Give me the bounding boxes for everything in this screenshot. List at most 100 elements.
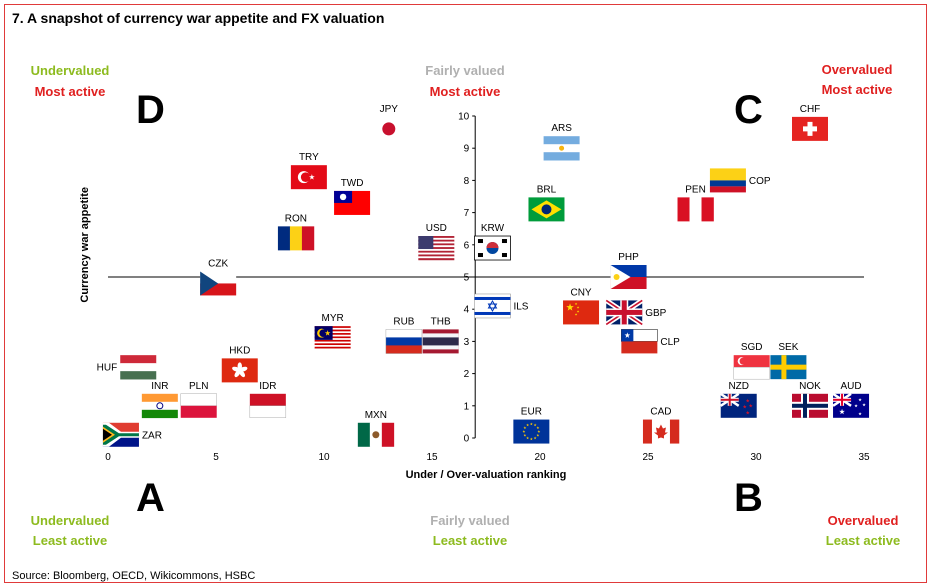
flag-rub: [385, 329, 423, 354]
y-tick-label: 0: [464, 434, 470, 445]
quadrant-d-letter: D: [136, 88, 165, 132]
label-nok: NOK: [799, 381, 821, 392]
quadrant-a-valuation: Undervalued: [30, 513, 110, 528]
label-pen: PEN: [685, 184, 706, 195]
flag-pln: [180, 393, 217, 418]
flag-php: [610, 265, 647, 289]
flag-jpy: [370, 116, 407, 141]
flag-myr: [314, 326, 351, 351]
label-myr: MYR: [322, 313, 344, 324]
label-brl: BRL: [537, 184, 557, 195]
label-nzd: NZD: [728, 381, 749, 392]
flag-zar: [102, 422, 139, 447]
flag-nok: [792, 393, 828, 418]
label-czk: CZK: [208, 258, 228, 269]
quadrant-top-mid-valuation: Fairly valued: [425, 63, 505, 78]
label-inr: INR: [151, 381, 168, 392]
flag-chf: [792, 116, 828, 141]
x-tick-label: 0: [105, 452, 111, 463]
flag-idr: [249, 393, 287, 418]
x-tick-label: 35: [858, 452, 870, 463]
x-axis-label: Under / Over-valuation ranking: [406, 469, 567, 481]
label-zar: ZAR: [142, 430, 162, 441]
flag-huf: [120, 355, 157, 380]
y-tick-label: 9: [464, 144, 470, 155]
label-aud: AUD: [840, 381, 861, 392]
quadrant-d-activity: Most active: [34, 84, 106, 99]
label-cop: COP: [749, 176, 771, 187]
flag-czk: [200, 271, 237, 296]
quadrant-bottom-mid-valuation: Fairly valued: [430, 513, 510, 528]
x-tick-label: 20: [534, 452, 546, 463]
label-ars: ARS: [551, 123, 572, 134]
x-tick-label: 15: [426, 452, 438, 463]
chart-title: 7. A snapshot of currency war appetite a…: [12, 10, 385, 26]
quadrant-c-valuation: Overvalued: [821, 62, 893, 77]
label-jpy: JPY: [380, 104, 399, 115]
flag-cad: [642, 419, 680, 444]
label-cny: CNY: [570, 287, 591, 298]
x-tick-label: 5: [213, 452, 219, 463]
label-php: PHP: [618, 252, 639, 263]
label-clp: CLP: [660, 337, 680, 348]
label-mxn: MXN: [365, 410, 387, 421]
flag-ron: [277, 226, 315, 251]
x-tick-label: 25: [642, 452, 654, 463]
flag-pen: [677, 197, 714, 222]
x-tick-label: 30: [750, 452, 762, 463]
y-tick-label: 3: [464, 337, 470, 348]
quadrant-d-valuation: Undervalued: [30, 63, 110, 78]
flag-ars: [543, 136, 580, 161]
flag-clp: [621, 329, 658, 354]
y-tick-label: 6: [464, 240, 470, 251]
flag-inr: [141, 393, 178, 419]
chart-frame: [4, 4, 927, 583]
label-sgd: SGD: [741, 342, 763, 353]
flag-usd: [418, 236, 455, 261]
quadrant-a-activity: Least active: [32, 533, 108, 548]
source-note: Source: Bloomberg, OECD, Wikicommons, HS…: [12, 570, 256, 582]
label-eur: EUR: [521, 407, 542, 418]
y-tick-label: 8: [464, 176, 470, 187]
flag-ils: [474, 293, 511, 319]
flag-sgd: [733, 355, 770, 380]
flag-try: [290, 165, 327, 190]
flag-mxn: [357, 422, 395, 447]
quadrant-top-mid-activity: Most active: [429, 84, 501, 99]
y-tick-label: 10: [458, 112, 470, 123]
quadrant-b-activity: Least active: [825, 533, 901, 548]
flag-sek: [770, 355, 807, 380]
y-tick-label: 1: [464, 401, 470, 412]
flag-hkd: [221, 358, 258, 383]
flag-gbp: [604, 298, 644, 327]
flag-brl: [528, 197, 565, 222]
label-try: TRY: [299, 152, 319, 163]
label-ils: ILS: [513, 301, 528, 312]
label-pln: PLN: [189, 381, 208, 392]
quadrant-a-letter: A: [136, 476, 165, 520]
label-idr: IDR: [259, 381, 276, 392]
quadrant-b-valuation: Overvalued: [827, 513, 899, 528]
flag-krw: [474, 235, 511, 261]
flag-cny: [563, 300, 600, 325]
label-usd: USD: [426, 223, 447, 234]
x-tick-label: 10: [318, 452, 330, 463]
label-thb: THB: [431, 316, 451, 327]
flag-aud: [832, 392, 870, 418]
flag-cop: [709, 168, 746, 193]
y-tick-label: 7: [464, 208, 470, 219]
flag-thb: [422, 329, 459, 354]
y-tick-label: 2: [464, 369, 470, 380]
label-krw: KRW: [481, 223, 505, 234]
label-rub: RUB: [393, 316, 414, 327]
quadrant-c-letter: C: [734, 88, 763, 132]
label-cad: CAD: [650, 407, 671, 418]
quadrant-c-activity: Most active: [821, 82, 893, 97]
quadrant-bottom-mid-activity: Least active: [432, 533, 508, 548]
label-ron: RON: [285, 213, 307, 224]
y-tick-label: 4: [464, 305, 470, 316]
flag-twd: [334, 190, 371, 215]
label-twd: TWD: [341, 178, 364, 189]
quadrant-b-letter: B: [734, 476, 763, 520]
label-chf: CHF: [800, 104, 821, 115]
